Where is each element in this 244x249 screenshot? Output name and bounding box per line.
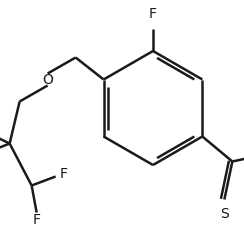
Text: O: O — [42, 72, 53, 86]
Text: F: F — [149, 7, 157, 21]
Text: S: S — [220, 206, 229, 221]
Text: F: F — [60, 167, 68, 181]
Text: F: F — [33, 213, 41, 228]
